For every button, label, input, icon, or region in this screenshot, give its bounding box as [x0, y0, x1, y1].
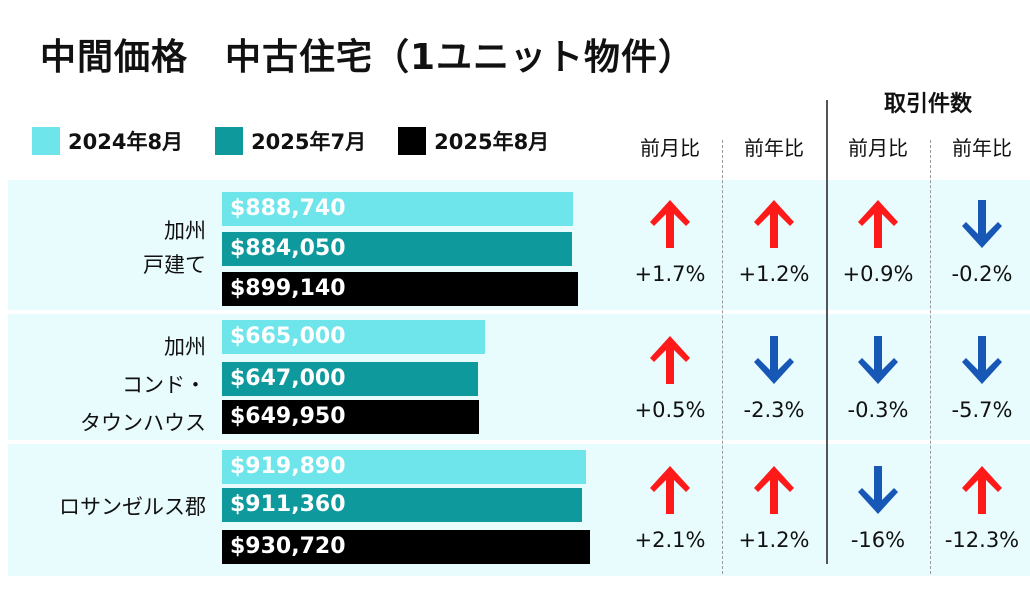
arrow-up-icon	[958, 462, 1006, 518]
bar-value-label: $888,740	[230, 196, 346, 221]
bar: $649,950	[222, 400, 479, 434]
category-label: 加州	[164, 219, 206, 243]
row-band	[8, 314, 1030, 440]
arrow-up-icon	[646, 196, 694, 252]
change-value: +0.5%	[634, 398, 706, 422]
change-value: +1.7%	[634, 262, 706, 286]
legend-item-2025-08: 2025年8月	[398, 126, 549, 156]
legend-item-2025-07: 2025年7月	[215, 126, 366, 156]
change-value: +2.1%	[634, 528, 706, 552]
arrow-up-icon	[750, 196, 798, 252]
divider	[722, 140, 723, 574]
group-header-transactions: 取引件数	[883, 92, 972, 117]
arrow-up-icon	[646, 332, 694, 388]
change-value: -5.7%	[951, 398, 1013, 422]
arrow-up-icon	[646, 462, 694, 518]
col-header-yoy-sales: 前年比	[952, 136, 1012, 160]
change-value: +0.9%	[842, 262, 914, 286]
change-value: -2.3%	[743, 398, 805, 422]
page-title: 中間価格 中古住宅（1ユニット物件）	[40, 37, 696, 78]
bar-value-label: $899,140	[230, 276, 346, 301]
arrow-down-icon	[958, 332, 1006, 388]
bar-value-label: $665,000	[230, 324, 346, 349]
bar: $665,000	[222, 320, 485, 354]
bar: $647,000	[222, 362, 478, 396]
divider	[826, 100, 828, 564]
bar: $930,720	[222, 530, 590, 564]
arrow-down-icon	[854, 462, 902, 518]
bar-value-label: $911,360	[230, 492, 346, 517]
bar-value-label: $649,950	[230, 404, 346, 429]
arrow-down-icon	[750, 332, 798, 388]
change-value: -16%	[850, 528, 906, 552]
arrow-up-icon	[750, 462, 798, 518]
bar-value-label: $647,000	[230, 366, 346, 391]
change-value: -12.3%	[944, 528, 1020, 552]
col-header-yoy-price: 前年比	[744, 136, 804, 160]
bar: $888,740	[222, 192, 573, 226]
category-label: 加州	[164, 335, 206, 359]
arrow-up-icon	[854, 196, 902, 252]
change-value: +1.2%	[738, 528, 810, 552]
legend-swatch	[32, 127, 60, 155]
arrow-down-icon	[854, 332, 902, 388]
bar-value-label: $930,720	[230, 534, 346, 559]
bar: $899,140	[222, 272, 578, 306]
arrow-down-icon	[958, 196, 1006, 252]
legend-label: 2025年7月	[251, 130, 367, 154]
change-value: -0.2%	[951, 262, 1013, 286]
legend-swatch	[398, 127, 427, 155]
col-header-mom-price: 前月比	[640, 136, 700, 160]
legend: 2024年8月 2025年7月 2025年8月	[32, 126, 581, 156]
col-header-mom-sales: 前月比	[848, 136, 908, 160]
change-value: +1.2%	[738, 262, 810, 286]
category-label: 戸建て	[143, 253, 206, 277]
bar: $911,360	[222, 488, 582, 522]
change-value: -0.3%	[847, 398, 909, 422]
legend-item-2024-08: 2024年8月	[32, 126, 183, 156]
legend-label: 2024年8月	[68, 130, 184, 154]
bar-value-label: $919,890	[230, 454, 346, 479]
category-label: タウンハウス	[80, 411, 206, 435]
legend-label: 2025年8月	[434, 130, 550, 154]
bar-value-label: $884,050	[230, 236, 346, 261]
bar: $884,050	[222, 232, 572, 266]
legend-swatch	[215, 127, 244, 155]
category-label: ロサンゼルス郡	[59, 495, 206, 519]
divider	[930, 140, 931, 574]
category-label: コンド・	[122, 373, 206, 397]
bar: $919,890	[222, 450, 586, 484]
